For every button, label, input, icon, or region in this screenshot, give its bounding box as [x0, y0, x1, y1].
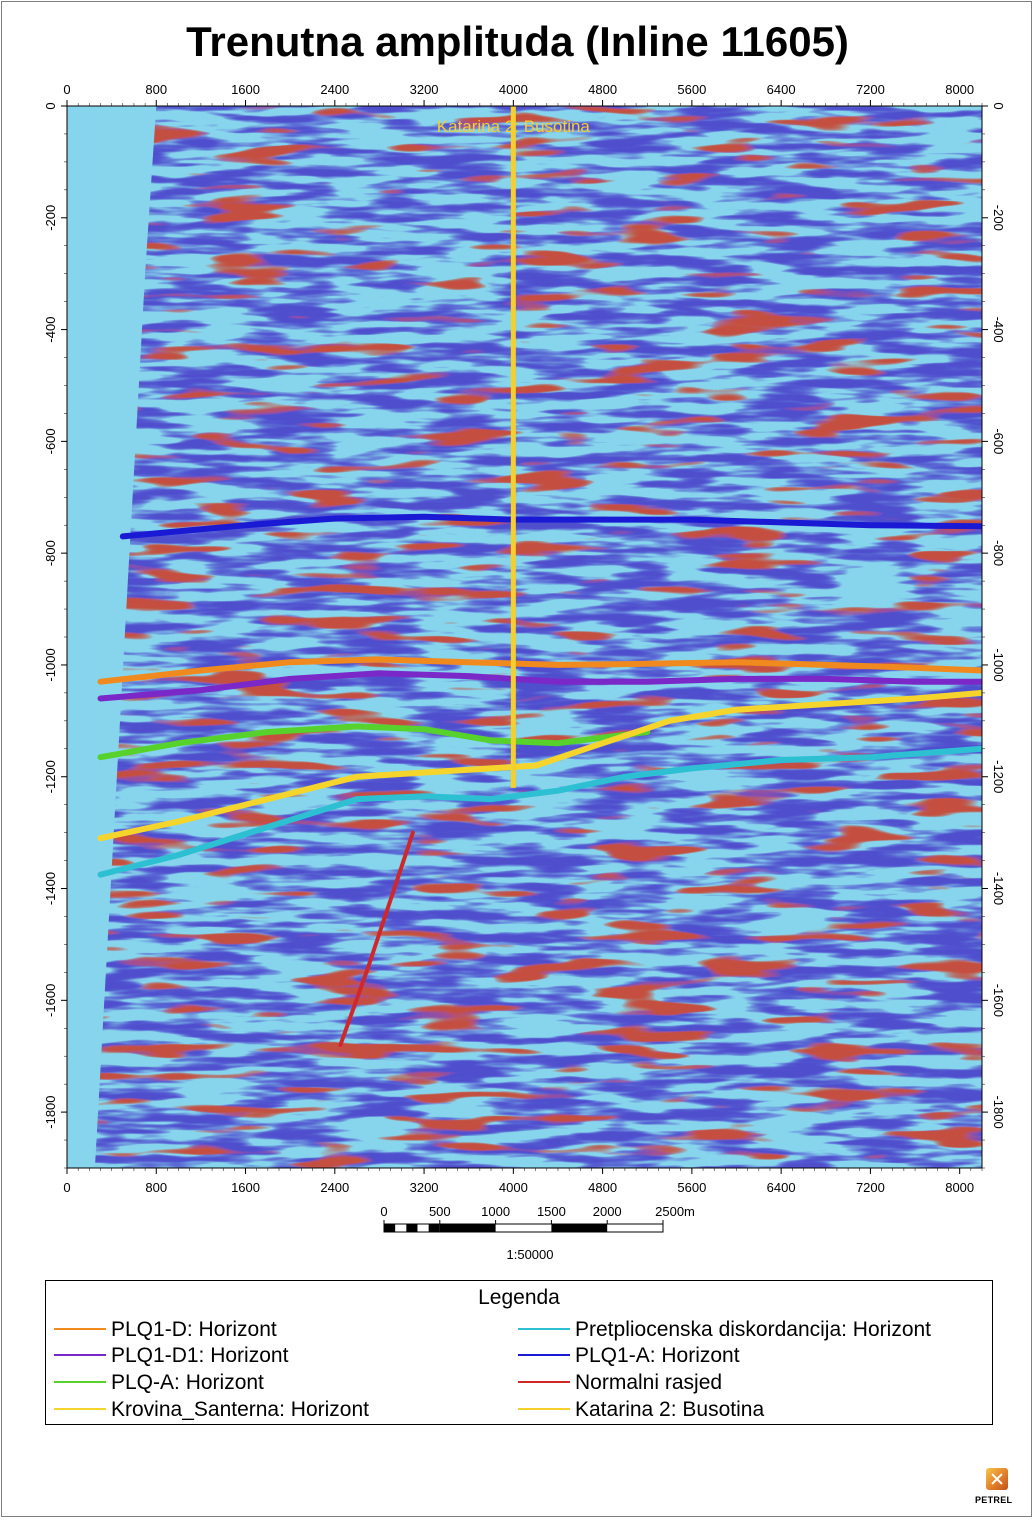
- horizon-line: [97, 656, 982, 685]
- no-data-wedge: [67, 106, 157, 1168]
- legend-label: PLQ1-D: Horizont: [111, 1318, 277, 1341]
- legend-label: Pretpliocenska diskordancija: Horizont: [575, 1318, 932, 1341]
- scale-bar-subsegment: [384, 1224, 396, 1232]
- scale-bar-tick-label: 500: [429, 1204, 451, 1219]
- scale-bar-subsegment: [428, 1224, 440, 1232]
- legend-label: PLQ1-D1: Horizont: [111, 1344, 289, 1367]
- y-tick-label-left: -400: [43, 317, 58, 343]
- y-tick-label-right: -1200: [991, 760, 1006, 793]
- y-tick-label-left: -1400: [43, 872, 58, 905]
- scale-bar-subsegment: [406, 1224, 418, 1232]
- seismic-section-chart: Katarina 2: Busotina 0080080016001600240…: [43, 82, 1006, 1233]
- scale-bar-segment: [439, 1224, 496, 1232]
- y-tick-label-left: -800: [43, 540, 58, 566]
- legend-swatch: [518, 1408, 570, 1410]
- horizon-line: [97, 745, 982, 878]
- x-tick-label-bottom: 4800: [588, 1180, 617, 1195]
- x-tick-label-bottom: 4000: [499, 1180, 528, 1195]
- x-tick-label-bottom: 2400: [320, 1180, 349, 1195]
- scale-bar-tick-label: 1000: [481, 1204, 510, 1219]
- y-tick-label-left: -1200: [43, 760, 58, 793]
- x-tick-label-bottom: 5600: [677, 1180, 706, 1195]
- legend-swatch: [54, 1354, 106, 1356]
- x-tick-label-top: 4000: [499, 82, 528, 97]
- y-tick-label-right: -1800: [991, 1095, 1006, 1128]
- legend-swatch: [54, 1328, 106, 1330]
- scale-ratio: 1:50000: [506, 1247, 554, 1262]
- y-tick-label-left: -1800: [43, 1095, 58, 1128]
- x-tick-label-top: 1600: [231, 82, 260, 97]
- scale-bar-tick-label: 0: [380, 1204, 387, 1219]
- well-label: Katarina 2: Busotina: [437, 117, 591, 136]
- y-tick-label-left: -600: [43, 428, 58, 454]
- chart-title: Trenutna amplituda (Inline 11605): [186, 18, 849, 65]
- x-tick-label-bottom: 7200: [856, 1180, 885, 1195]
- x-tick-label-bottom: 3200: [410, 1180, 439, 1195]
- y-tick-label-right: -1000: [991, 648, 1006, 681]
- x-tick-label-top: 2400: [320, 82, 349, 97]
- legend-label: Normalni rasjed: [575, 1371, 723, 1394]
- x-tick-label-bottom: 0: [63, 1180, 70, 1195]
- x-tick-label-bottom: 800: [145, 1180, 167, 1195]
- x-tick-label-bottom: 1600: [231, 1180, 260, 1195]
- x-tick-label-top: 0: [63, 82, 70, 97]
- y-tick-label-left: -200: [43, 205, 58, 231]
- y-tick-label-right: -200: [991, 205, 1006, 231]
- scale-bar-segment: [551, 1224, 608, 1232]
- legend-swatch: [54, 1381, 106, 1383]
- horizon-line: [97, 670, 982, 702]
- y-tick-label-right: -1400: [991, 872, 1006, 905]
- legend-swatch: [518, 1354, 570, 1356]
- legend-swatch: [518, 1381, 570, 1383]
- y-tick-label-right: -400: [991, 317, 1006, 343]
- x-tick-label-top: 8000: [945, 82, 974, 97]
- y-tick-label-left: -1000: [43, 648, 58, 681]
- x-tick-label-top: 5600: [677, 82, 706, 97]
- horizon-line: [97, 689, 982, 842]
- y-tick-label-right: 0: [991, 102, 1006, 109]
- horizon-line: [338, 830, 415, 1047]
- x-tick-label-top: 7200: [856, 82, 885, 97]
- y-tick-label-right: -600: [991, 428, 1006, 454]
- legend-label: PLQ1-A: Horizont: [575, 1344, 740, 1367]
- seismic-amplitude-texture: [89, 106, 982, 1168]
- legend-label: Katarina 2: Busotina: [575, 1398, 765, 1421]
- scale-bar-tick-label: 2000: [593, 1204, 622, 1219]
- petrel-logo-text: PETREL: [975, 1495, 1013, 1505]
- y-tick-label-right: -800: [991, 540, 1006, 566]
- legend: Legenda PLQ1-D: Horizont PLQ1-D1: Horizo…: [45, 1280, 993, 1425]
- x-tick-label-top: 6400: [767, 82, 796, 97]
- scale-bar-tick-label: 1500: [537, 1204, 566, 1219]
- y-tick-label-left: -1600: [43, 984, 58, 1017]
- horizon-line: [97, 723, 651, 761]
- y-tick-label-right: -1600: [991, 984, 1006, 1017]
- petrel-logo: PETREL: [975, 1468, 1031, 1518]
- legend-swatch: [518, 1328, 570, 1330]
- legend-title: Legenda: [478, 1286, 560, 1309]
- x-tick-label-top: 3200: [410, 82, 439, 97]
- legend-label: PLQ-A: Horizont: [111, 1371, 264, 1394]
- x-tick-label-top: 4800: [588, 82, 617, 97]
- horizon-line: [119, 513, 982, 540]
- legend-swatch: [54, 1408, 106, 1410]
- legend-label: Krovina_Santerna: Horizont: [111, 1398, 369, 1421]
- x-tick-label-top: 800: [145, 82, 167, 97]
- petrel-logo-icon: [986, 1468, 1008, 1490]
- scale-bar-outline: [383, 1223, 664, 1233]
- x-tick-label-bottom: 8000: [945, 1180, 974, 1195]
- scale-bar-tick-label: 2500m: [655, 1204, 695, 1219]
- x-tick-label-bottom: 6400: [767, 1180, 796, 1195]
- y-tick-label-left: 0: [43, 102, 58, 109]
